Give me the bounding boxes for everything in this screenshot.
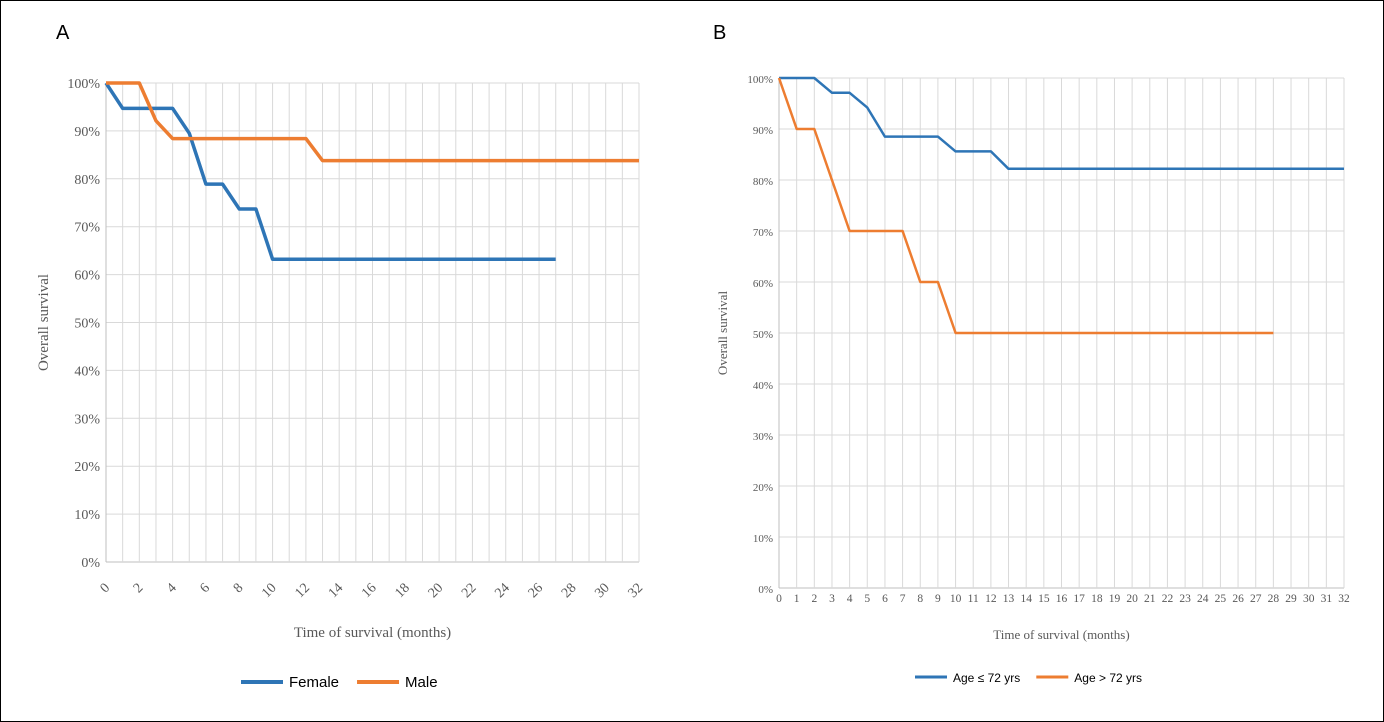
chart-a-xtick-label: 22: [459, 581, 480, 602]
chart-a-panel-letter: A: [56, 22, 70, 44]
chart-b-xtick-label: 19: [1109, 593, 1121, 605]
chart-b-ytick-label: 20%: [753, 482, 773, 494]
chart-a-xtick-label: 16: [359, 581, 380, 602]
chart-b-xtick-label: 16: [1056, 593, 1068, 605]
chart-b-xtick-label: 11: [968, 593, 979, 605]
chart-b-xtick-label: 5: [864, 593, 870, 605]
chart-b-panel-letter: B: [713, 22, 726, 44]
chart-a-xtick-label: 4: [164, 581, 180, 597]
chart-b-xtick-label: 31: [1321, 593, 1333, 605]
chart-b-ytick-label: 0%: [758, 584, 773, 596]
chart-b-xtick-label: 3: [829, 593, 835, 605]
chart-a-ytick-label: 20%: [74, 460, 100, 475]
chart-b-ytick-label: 80%: [753, 176, 773, 188]
chart-b-xtick-label: 27: [1250, 593, 1262, 605]
chart-b-xtick-label: 22: [1162, 593, 1174, 605]
chart-b-xtick-label: 24: [1197, 593, 1209, 605]
chart-b-xtick-label: 1: [794, 593, 800, 605]
chart-a-series-male: [106, 81, 639, 163]
chart-a-y-axis-title: Overall survival: [36, 274, 52, 371]
chart-b-xtick-label: 29: [1285, 593, 1297, 605]
chart-b-xtick-label: 6: [882, 593, 888, 605]
chart-b-xtick-label: 4: [847, 593, 853, 605]
chart-a-xtick-label: 2: [131, 581, 147, 597]
chart-b-xtick-label: 32: [1338, 593, 1350, 605]
chart-a-xtick-label: 0: [98, 581, 114, 597]
chart-a-ytick-label: 90%: [74, 125, 100, 140]
chart-a-ytick-label: 60%: [74, 269, 100, 284]
chart-a-ytick-label: 50%: [74, 317, 100, 332]
chart-b-xtick-label: 9: [935, 593, 941, 605]
chart-b-xtick-label: 7: [900, 593, 906, 605]
chart-a-series-female: [104, 82, 556, 262]
chart-b-series-age-72-yrs: [777, 77, 1274, 335]
chart-b-xtick-label: 8: [917, 593, 923, 605]
chart-a-x-axis-title: Time of survival (months): [294, 625, 451, 641]
chart-b-xtick-label: 15: [1038, 593, 1050, 605]
chart-b-xtick-label: 20: [1126, 593, 1138, 605]
chart-b-ytick-label: 40%: [753, 380, 773, 392]
chart-b-legend-label: Age ≤ 72 yrs: [953, 671, 1020, 685]
chart-b-ytick-label: 50%: [753, 329, 773, 341]
chart-b-xtick-label: 13: [1003, 593, 1015, 605]
chart-b-series-age-72-yrs: [779, 76, 1344, 171]
chart-b-xtick-label: 2: [811, 593, 817, 605]
chart-a-ytick-label: 70%: [74, 221, 100, 236]
chart-b-x-axis-title: Time of survival (months): [993, 627, 1129, 642]
chart-b-xtick-label: 30: [1303, 593, 1315, 605]
chart-b-xtick-label: 28: [1268, 593, 1280, 605]
chart-a-ytick-label: 80%: [74, 173, 100, 188]
chart-a-xtick-label: 28: [559, 581, 580, 602]
chart-a-ytick-label: 100%: [67, 77, 100, 92]
chart-a-xtick-label: 10: [259, 581, 280, 602]
chart-b-ytick-label: 90%: [753, 125, 773, 137]
chart-b-xtick-label: 0: [776, 593, 782, 605]
chart-b-xtick-label: 25: [1215, 593, 1227, 605]
chart-a-ytick-label: 10%: [74, 508, 100, 523]
chart-a-xtick-label: 6: [198, 581, 214, 597]
chart-b-ytick-label: 60%: [753, 278, 773, 290]
chart-b-xtick-label: 12: [985, 593, 997, 605]
chart-b-xtick-label: 23: [1179, 593, 1191, 605]
chart-b-xtick-label: 18: [1091, 593, 1103, 605]
chart-b-xtick-label: 21: [1144, 593, 1156, 605]
chart-b-legend-label: Age > 72 yrs: [1074, 671, 1142, 685]
chart-b-ytick-label: 100%: [747, 74, 773, 86]
chart-a-xtick-label: 24: [492, 581, 513, 602]
chart-a-xtick-label: 30: [592, 581, 613, 602]
chart-b-y-axis-title: Overall survival: [715, 291, 730, 376]
chart-b-xtick-label: 14: [1020, 593, 1032, 605]
chart-b-ytick-label: 30%: [753, 431, 773, 443]
chart-b-ytick-label: 10%: [753, 533, 773, 545]
chart-b-xtick-label: 17: [1073, 593, 1085, 605]
chart-a-ytick-label: 30%: [74, 412, 100, 427]
chart-a-xtick-label: 26: [526, 581, 547, 602]
chart-b-xtick-label: 10: [950, 593, 962, 605]
chart-a-xtick-label: 14: [326, 581, 347, 602]
chart-b-ytick-label: 70%: [753, 227, 773, 239]
chart-a-xtick-label: 12: [292, 581, 313, 602]
chart-a-legend-label: Female: [289, 674, 339, 691]
chart-a-ytick-label: 40%: [74, 364, 100, 379]
chart-a-ytick-label: 0%: [81, 556, 100, 571]
chart-b-xtick-label: 26: [1232, 593, 1244, 605]
chart-a-xtick-label: 32: [626, 581, 647, 602]
chart-a-xtick-label: 20: [426, 581, 447, 602]
chart-a-xtick-label: 18: [392, 581, 413, 602]
chart-a-legend-label: Male: [405, 674, 438, 691]
chart-a-xtick-label: 8: [231, 581, 247, 597]
